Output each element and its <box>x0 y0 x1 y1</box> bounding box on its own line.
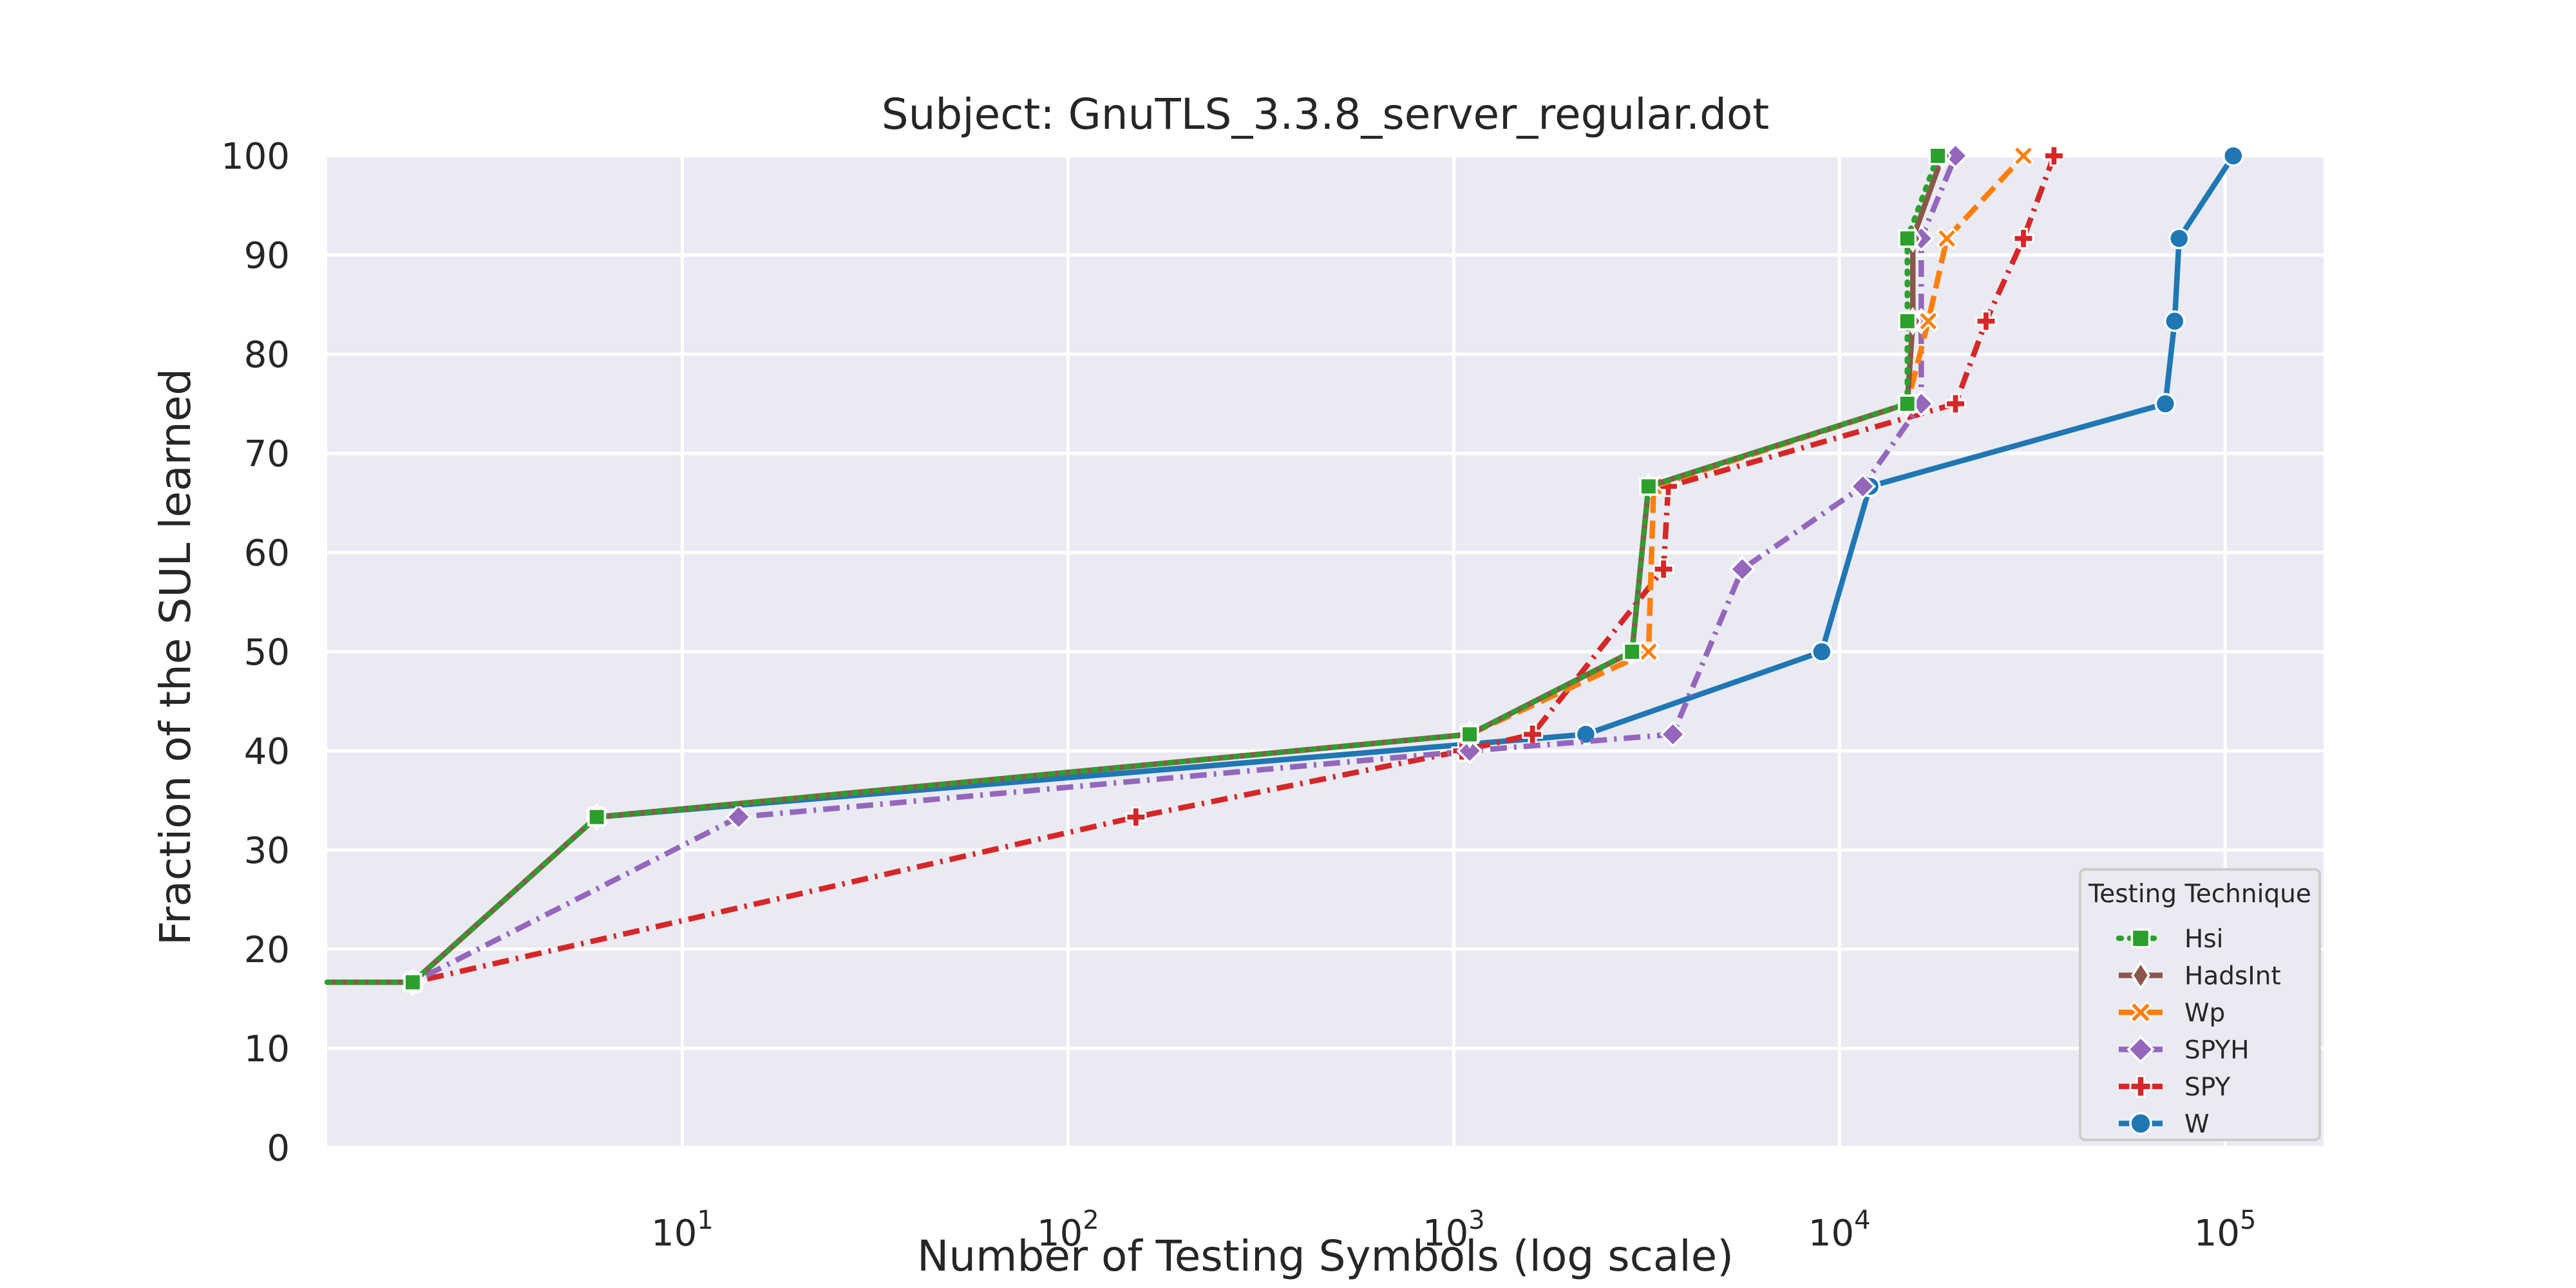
data-point <box>1928 146 1947 166</box>
series-hsi <box>324 146 1947 992</box>
x-axis-label: Number of Testing Symbols (log scale) <box>917 1231 1734 1281</box>
data-point <box>1917 310 1940 332</box>
data-point <box>1637 640 1660 663</box>
series-line <box>324 153 1941 985</box>
data-point <box>1639 477 1658 496</box>
y-axis-ticks: 0 10 20 30 40 50 60 70 80 90 100 <box>221 136 290 1170</box>
legend-label: HadsInt <box>2184 962 2281 991</box>
y-tick-label: 70 <box>244 433 290 475</box>
y-tick-label: 0 <box>267 1128 290 1170</box>
legend-label: SPYH <box>2184 1036 2249 1065</box>
legend-item-w: W <box>2119 1110 2210 1139</box>
data-point <box>2154 393 2177 415</box>
data-point <box>1944 393 1966 415</box>
legend-item-spy: SPY <box>2119 1073 2230 1102</box>
series-lines <box>324 142 2244 997</box>
y-tick-label: 30 <box>244 830 290 872</box>
data-point <box>2129 1075 2152 1098</box>
legend-label: W <box>2184 1110 2210 1139</box>
chart-title: Subject: GnuTLS_3.3.8_server_regular.dot <box>882 90 1770 139</box>
data-point <box>2130 928 2151 949</box>
y-axis-label: Fraction of the SUL learned <box>151 368 200 945</box>
y-tick-label: 40 <box>244 731 290 773</box>
data-point <box>725 804 752 831</box>
data-point <box>1898 312 1917 331</box>
series-spy <box>327 145 2065 993</box>
data-point <box>1728 556 1756 583</box>
legend: Testing Technique Hsi HadsInt Wp SPYH SPY W <box>2079 868 2321 1141</box>
data-point <box>587 808 607 827</box>
data-point <box>1898 394 1917 413</box>
data-point <box>1660 721 1687 748</box>
legend-label: SPY <box>2184 1073 2230 1102</box>
x-tick-label: 102 <box>1037 1206 1099 1255</box>
data-point <box>1936 227 1958 250</box>
data-point <box>1850 473 1877 500</box>
data-point <box>2164 310 2186 332</box>
legend-label: Wp <box>2184 999 2225 1028</box>
y-tick-label: 10 <box>244 1028 290 1070</box>
grid-lines <box>327 154 2324 1150</box>
data-point <box>2012 144 2035 167</box>
legend-item-hadsint: HadsInt <box>2119 960 2281 991</box>
y-tick-label: 60 <box>244 533 290 574</box>
data-point <box>403 972 422 992</box>
legend-item-spyh: SPYH <box>2119 1035 2249 1065</box>
legend-item-wp: Wp <box>2119 999 2225 1028</box>
data-point <box>2126 1035 2155 1064</box>
data-point <box>2168 227 2190 250</box>
data-point <box>2129 1112 2152 1135</box>
data-point <box>2222 145 2244 167</box>
data-point <box>2012 227 2034 249</box>
data-point <box>1460 724 1479 744</box>
data-point <box>1125 806 1147 828</box>
data-point <box>1975 310 1997 332</box>
x-tick-label: 101 <box>651 1206 714 1255</box>
data-point <box>1653 558 1674 580</box>
data-point <box>2043 145 2065 167</box>
y-tick-label: 20 <box>244 929 290 971</box>
data-point <box>2131 960 2150 990</box>
legend-title: Testing Technique <box>2088 880 2311 909</box>
data-point <box>2128 1000 2153 1025</box>
y-tick-label: 80 <box>244 334 290 376</box>
data-point <box>1811 641 1833 663</box>
data-point <box>1622 642 1642 661</box>
legend-item-hsi: Hsi <box>2116 925 2223 954</box>
x-tick-label: 104 <box>1808 1206 1871 1255</box>
data-point <box>1898 229 1917 248</box>
series-spyh <box>327 142 1969 996</box>
y-tick-label: 100 <box>221 136 290 178</box>
y-tick-label: 90 <box>244 235 290 277</box>
legend-label: Hsi <box>2184 925 2223 954</box>
x-tick-label: 105 <box>2194 1206 2257 1255</box>
y-tick-label: 50 <box>244 632 290 674</box>
